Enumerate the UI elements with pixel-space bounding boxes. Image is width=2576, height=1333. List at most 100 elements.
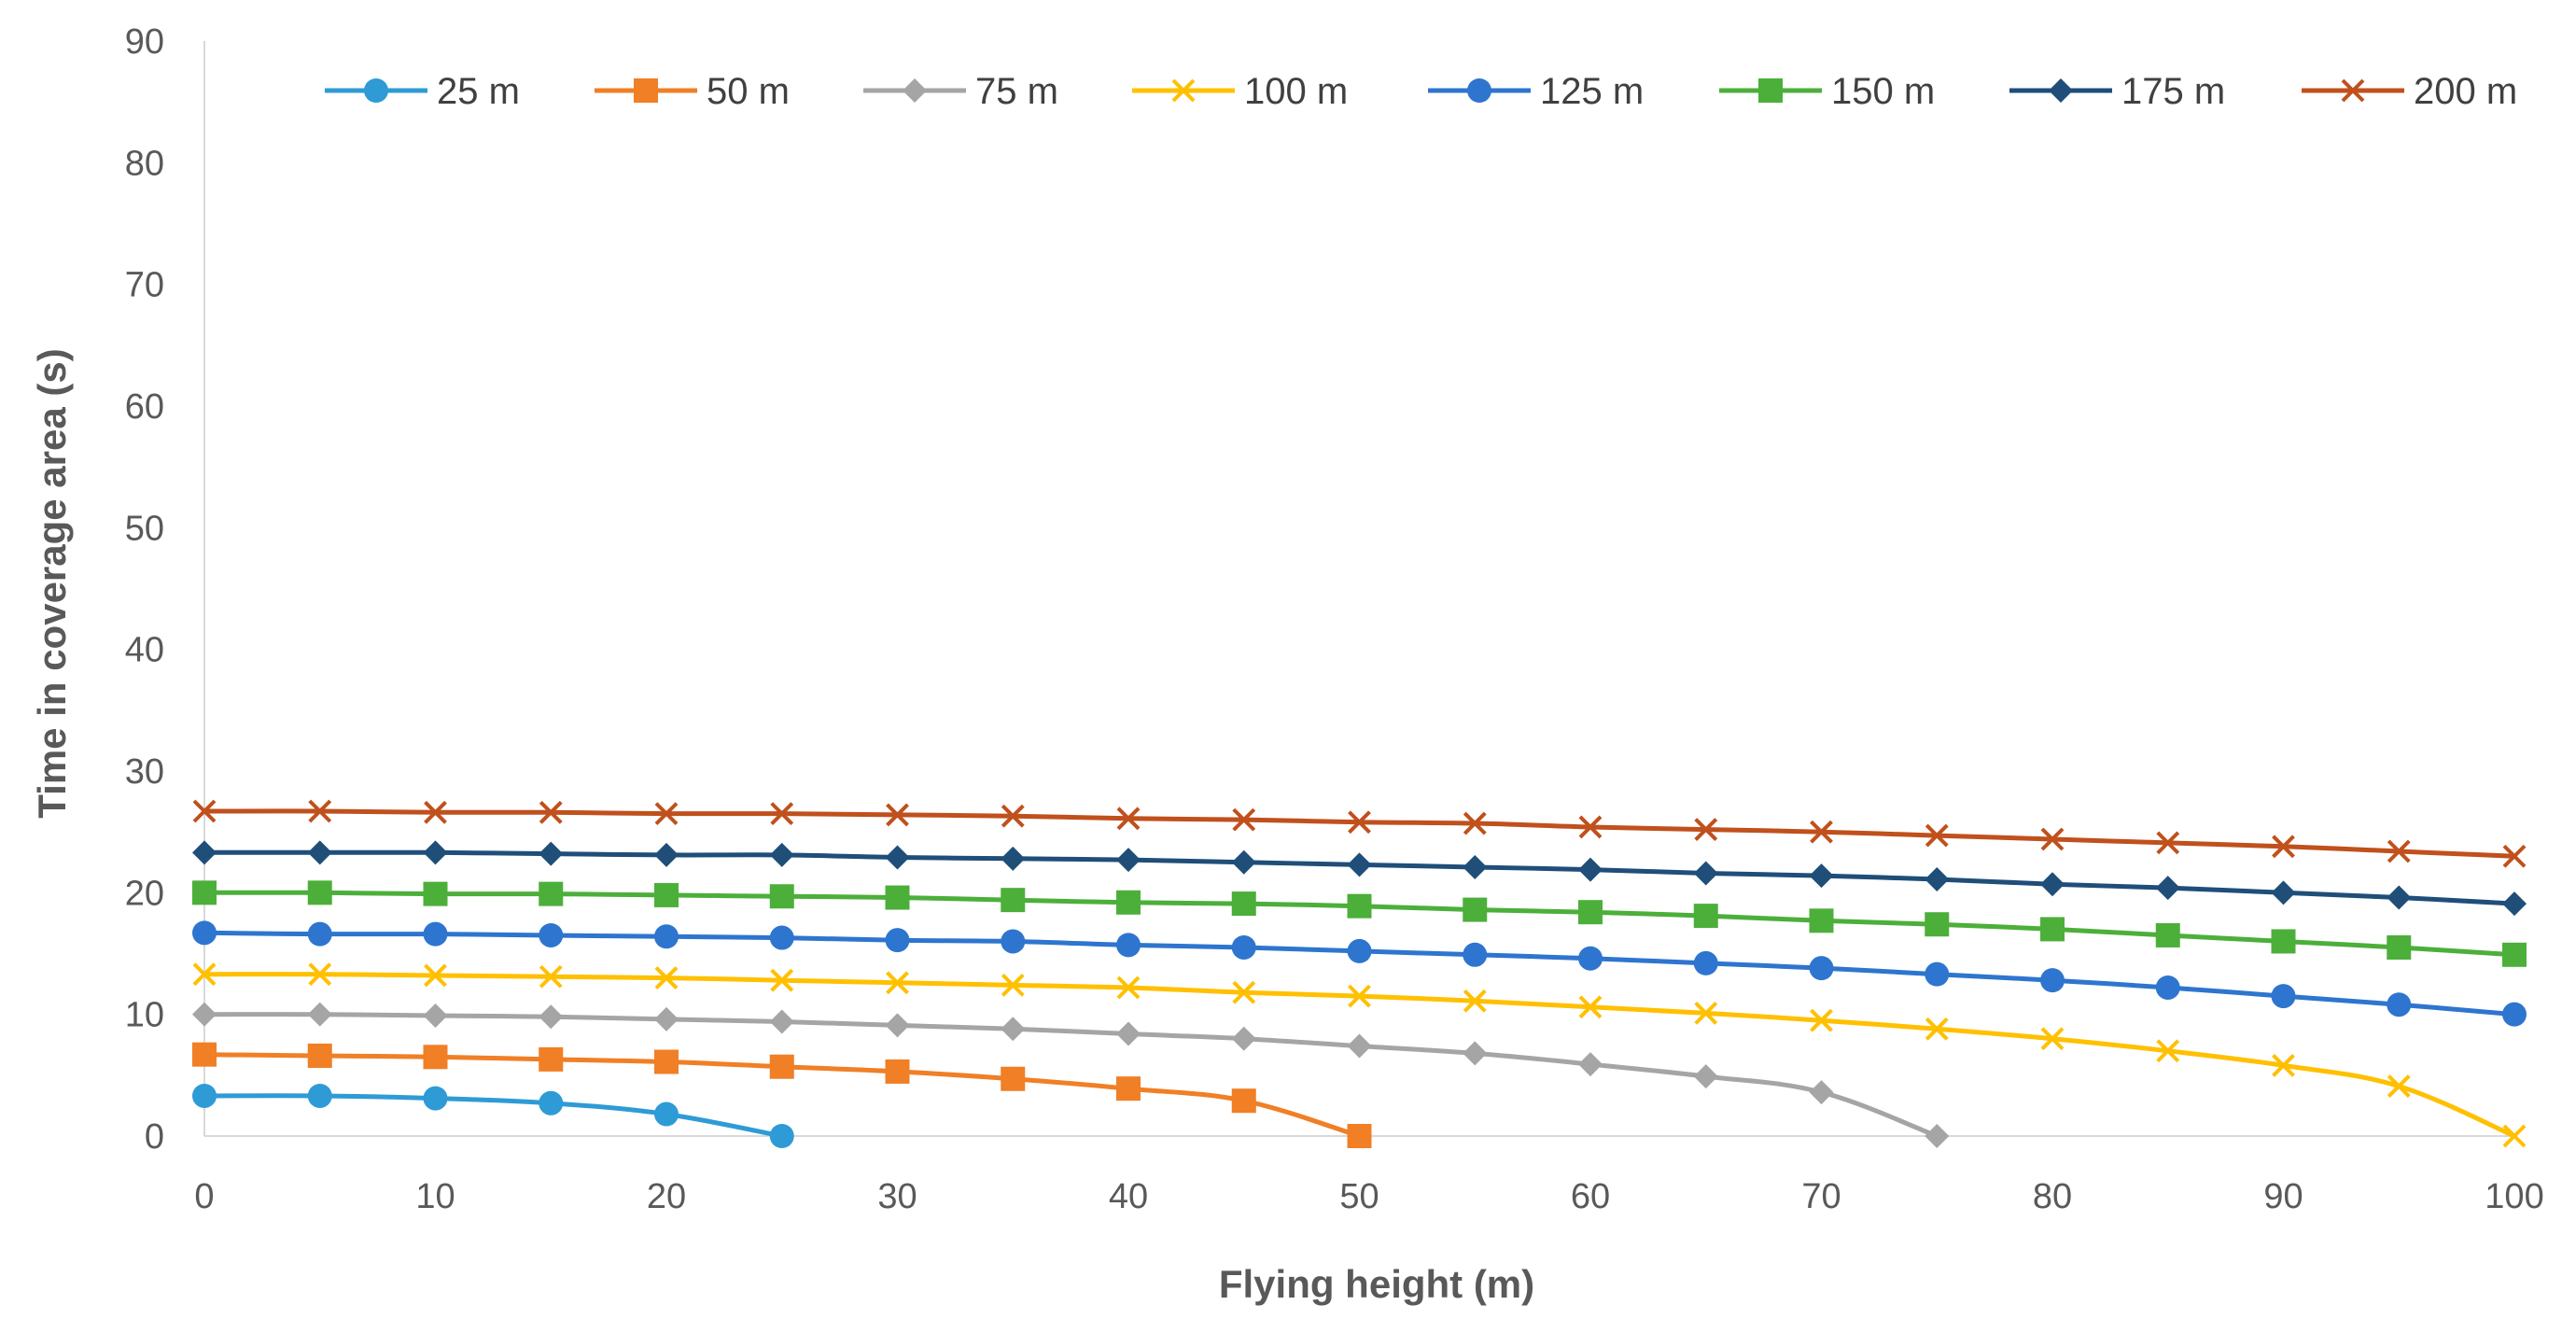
data-point-25m (192, 1083, 217, 1108)
data-point-25m (423, 1086, 448, 1111)
data-point-200m (1001, 804, 1025, 828)
x-tick-label: 40 (1109, 1177, 1148, 1216)
data-point-50m (539, 1046, 564, 1072)
data-point-200m (1348, 810, 1371, 835)
data-point-50m (1231, 1088, 1256, 1114)
data-point-200m (1925, 823, 1949, 848)
data-point-175m (2271, 880, 2296, 905)
y-tick-label: 20 (125, 874, 164, 913)
data-point-175m (769, 842, 794, 867)
legend-item-175m: 175 m (2009, 71, 2225, 112)
x-tick-label: 10 (415, 1177, 455, 1216)
data-point-175m (654, 842, 679, 867)
legend-item-100m: 100 m (1132, 71, 1348, 112)
data-point-150m (1925, 912, 1950, 937)
data-point-150m (1693, 904, 1718, 929)
x-tick-label: 90 (2263, 1177, 2303, 1216)
data-point-175m (1809, 863, 1834, 889)
data-point-125m (2155, 975, 2180, 1000)
x-tick-label: 100 (2485, 1177, 2543, 1216)
data-point-200m (1694, 818, 1718, 841)
data-point-75m (1578, 1052, 1603, 1077)
legend-marker (1171, 78, 1196, 103)
data-point-50m (1347, 1124, 1372, 1148)
legend-item-25m: 25 m (325, 71, 520, 112)
data-point-175m (1116, 848, 1141, 873)
data-point-175m (2502, 891, 2527, 917)
data-point-200m (2502, 844, 2527, 868)
data-point-150m (1231, 891, 1256, 917)
data-point-200m (424, 800, 447, 824)
y-tick-label: 40 (125, 631, 164, 670)
data-point-50m (654, 1049, 679, 1074)
y-axis-title: Time in coverage area (s) (30, 348, 74, 818)
data-point-50m (885, 1059, 910, 1084)
series-line-75m (203, 1012, 1939, 1139)
data-point-125m (2387, 992, 2412, 1017)
data-point-50m (1001, 1066, 1026, 1091)
data-point-200m (539, 800, 563, 824)
data-point-75m (1231, 1026, 1256, 1051)
y-tick-label: 90 (125, 22, 164, 62)
data-point-150m (2502, 942, 2527, 967)
legend-item-75m: 75 m (863, 71, 1058, 112)
data-point-125m (539, 922, 564, 947)
data-point-175m (2040, 872, 2065, 897)
data-point-125m (423, 921, 448, 947)
legend-label: 175 m (2121, 71, 2225, 112)
y-tick-label: 30 (125, 752, 164, 792)
y-tick-label: 80 (125, 144, 164, 183)
series-175m (192, 840, 2527, 917)
data-point-150m (307, 880, 332, 905)
data-point-100m (1578, 995, 1603, 1019)
y-tick-label: 50 (125, 509, 164, 548)
data-point-200m (2272, 835, 2295, 859)
legend-label: 50 m (707, 71, 790, 112)
data-point-200m (2387, 839, 2411, 863)
data-point-75m (1347, 1033, 1372, 1059)
legend: 25 m 50 m 75 m 100 m 125 m 150 m 175 m 200 m (325, 71, 2517, 112)
data-point-100m (1810, 1008, 1833, 1032)
data-point-175m (307, 840, 332, 865)
data-point-125m (769, 925, 794, 950)
data-point-150m (769, 884, 794, 909)
data-point-100m (2156, 1039, 2180, 1063)
legend-marker (1467, 78, 1491, 103)
data-point-125m (1001, 929, 1026, 954)
data-point-150m (2271, 929, 2296, 954)
data-point-150m (2155, 922, 2180, 947)
data-point-200m (192, 799, 217, 823)
legend-item-125m: 125 m (1428, 71, 1644, 112)
legend-label: 200 m (2414, 71, 2517, 112)
data-point-100m (886, 971, 909, 995)
data-point-125m (1925, 961, 1950, 987)
y-tick-label: 70 (125, 266, 164, 305)
legend-label: 150 m (1831, 71, 1935, 112)
data-point-175m (1578, 857, 1603, 882)
data-point-50m (1116, 1076, 1141, 1101)
legend-item-200m: 200 m (2302, 71, 2517, 112)
data-point-125m (1809, 956, 1834, 981)
legend-label: 25 m (437, 71, 520, 112)
data-point-100m (308, 962, 332, 987)
data-point-125m (1116, 933, 1141, 958)
data-point-125m (2040, 968, 2065, 993)
data-point-200m (2040, 827, 2065, 851)
data-point-175m (1693, 861, 1718, 886)
data-point-100m (1694, 1001, 1718, 1025)
data-point-100m (1463, 989, 1487, 1013)
data-point-200m (2156, 831, 2180, 855)
data-point-150m (2387, 934, 2412, 960)
data-point-175m (885, 845, 910, 870)
legend-marker (903, 78, 927, 103)
x-tick-label: 70 (1801, 1177, 1841, 1216)
x-tick-label: 20 (647, 1177, 686, 1216)
data-point-125m (1231, 934, 1256, 960)
data-point-50m (192, 1042, 217, 1067)
series-line-25m (203, 1093, 783, 1139)
data-point-150m (539, 881, 564, 906)
data-point-75m (1463, 1041, 1488, 1066)
data-point-200m (1232, 807, 1256, 832)
data-point-100m (424, 963, 447, 988)
